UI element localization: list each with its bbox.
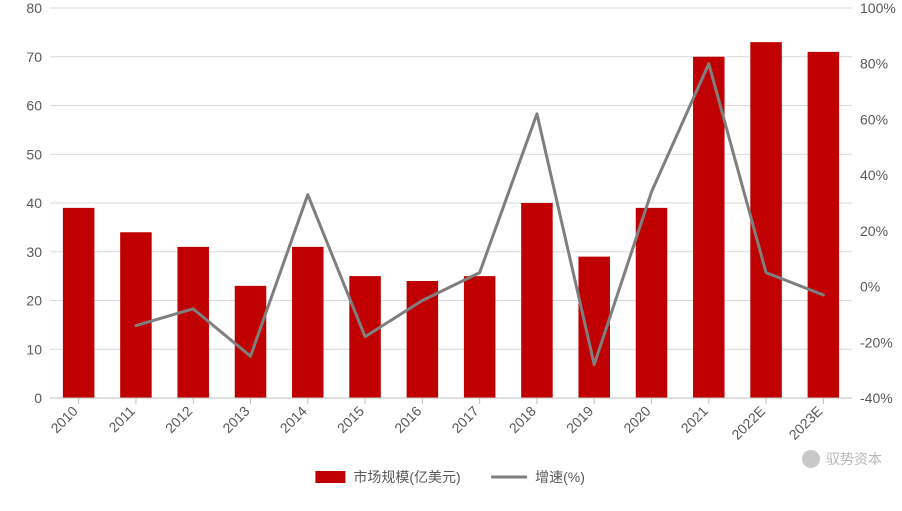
bar (177, 247, 209, 398)
legend-swatch-bar (315, 471, 345, 483)
combo-chart: 0 10 20 30 40 50 60 70 80 -40% -20% 0% 20% 40% 60% 80% 1… (0, 0, 902, 511)
wechat-icon (802, 450, 820, 468)
x-category: 2015 (334, 403, 367, 436)
x-category: 2014 (277, 403, 310, 436)
x-category: 2017 (448, 403, 481, 436)
x-category: 2011 (105, 403, 138, 436)
bar (636, 208, 668, 398)
y-right-tick: -20% (860, 334, 893, 350)
y-right-tick: 60% (860, 111, 888, 127)
bar (808, 52, 840, 398)
y-right-tick: -40% (860, 390, 893, 406)
chart-container: 0 10 20 30 40 50 60 70 80 -40% -20% 0% 20% 40% 60% 80% 1… (0, 0, 902, 511)
y-right-tick: 20% (860, 223, 888, 239)
y-left-tick: 50 (26, 146, 42, 162)
y-right-tick: 80% (860, 56, 888, 72)
bar (292, 247, 324, 398)
x-category: 2016 (391, 403, 424, 436)
x-category: 2019 (563, 403, 596, 436)
legend-label: 增速(%) (535, 469, 585, 485)
x-category: 2018 (506, 403, 539, 436)
watermark-text: 驭势资本 (826, 449, 882, 469)
bar (120, 232, 152, 398)
y-left-tick: 20 (26, 293, 42, 309)
legend-label: 市场规模(亿美元) (353, 469, 460, 485)
x-category: 2022E (728, 403, 768, 443)
bar (63, 208, 95, 398)
y-right-tick: 40% (860, 167, 888, 183)
x-category: 2023E (786, 403, 826, 443)
x-category: 2020 (620, 403, 653, 436)
watermark: 驭势资本 (802, 449, 882, 469)
y-right-tick: 100% (860, 0, 896, 16)
bar (521, 203, 553, 398)
y-left-tick: 60 (26, 98, 42, 114)
bar (464, 276, 496, 398)
y-left-tick: 70 (26, 49, 42, 65)
bar (750, 42, 782, 398)
y-left-tick: 40 (26, 195, 42, 211)
y-left-tick: 10 (26, 341, 42, 357)
x-category: 2010 (47, 403, 80, 436)
x-category: 2021 (678, 403, 711, 436)
y-left-tick: 0 (34, 390, 42, 406)
y-left-tick: 30 (26, 244, 42, 260)
bar (407, 281, 439, 398)
y-left-tick: 80 (26, 0, 42, 16)
x-category: 2013 (219, 403, 252, 436)
x-category: 2012 (162, 403, 195, 436)
bar (235, 286, 267, 398)
y-right-tick: 0% (860, 279, 880, 295)
